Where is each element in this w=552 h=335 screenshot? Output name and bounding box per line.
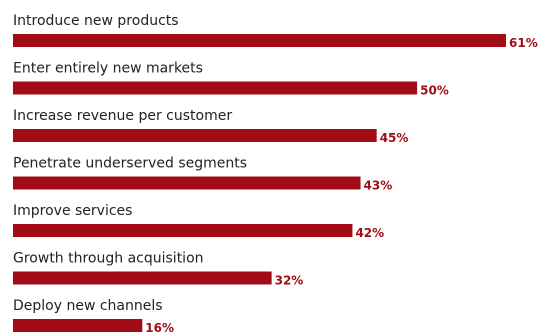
category-label: Penetrate underserved segments: [13, 156, 247, 172]
value-label: 32%: [275, 274, 304, 288]
value-label: 16%: [145, 321, 174, 335]
bar: [13, 81, 418, 95]
category-label: Increase revenue per customer: [13, 108, 232, 124]
bar: [13, 271, 272, 285]
category-label: Deploy new channels: [13, 298, 163, 314]
bar: [13, 319, 143, 332]
value-label: 61%: [509, 36, 538, 50]
category-label: Growth through acquisition: [13, 251, 204, 267]
value-label: 50%: [420, 84, 449, 98]
category-label: Introduce new products: [13, 13, 179, 29]
bar: [13, 176, 361, 190]
value-label: 43%: [364, 179, 393, 193]
bar: [13, 129, 377, 142]
bar: [13, 224, 353, 237]
value-label: 42%: [355, 226, 384, 240]
bar: [13, 34, 506, 47]
category-label: Improve services: [13, 203, 132, 219]
value-label: 45%: [380, 131, 409, 145]
category-label: Enter entirely new markets: [13, 61, 203, 77]
